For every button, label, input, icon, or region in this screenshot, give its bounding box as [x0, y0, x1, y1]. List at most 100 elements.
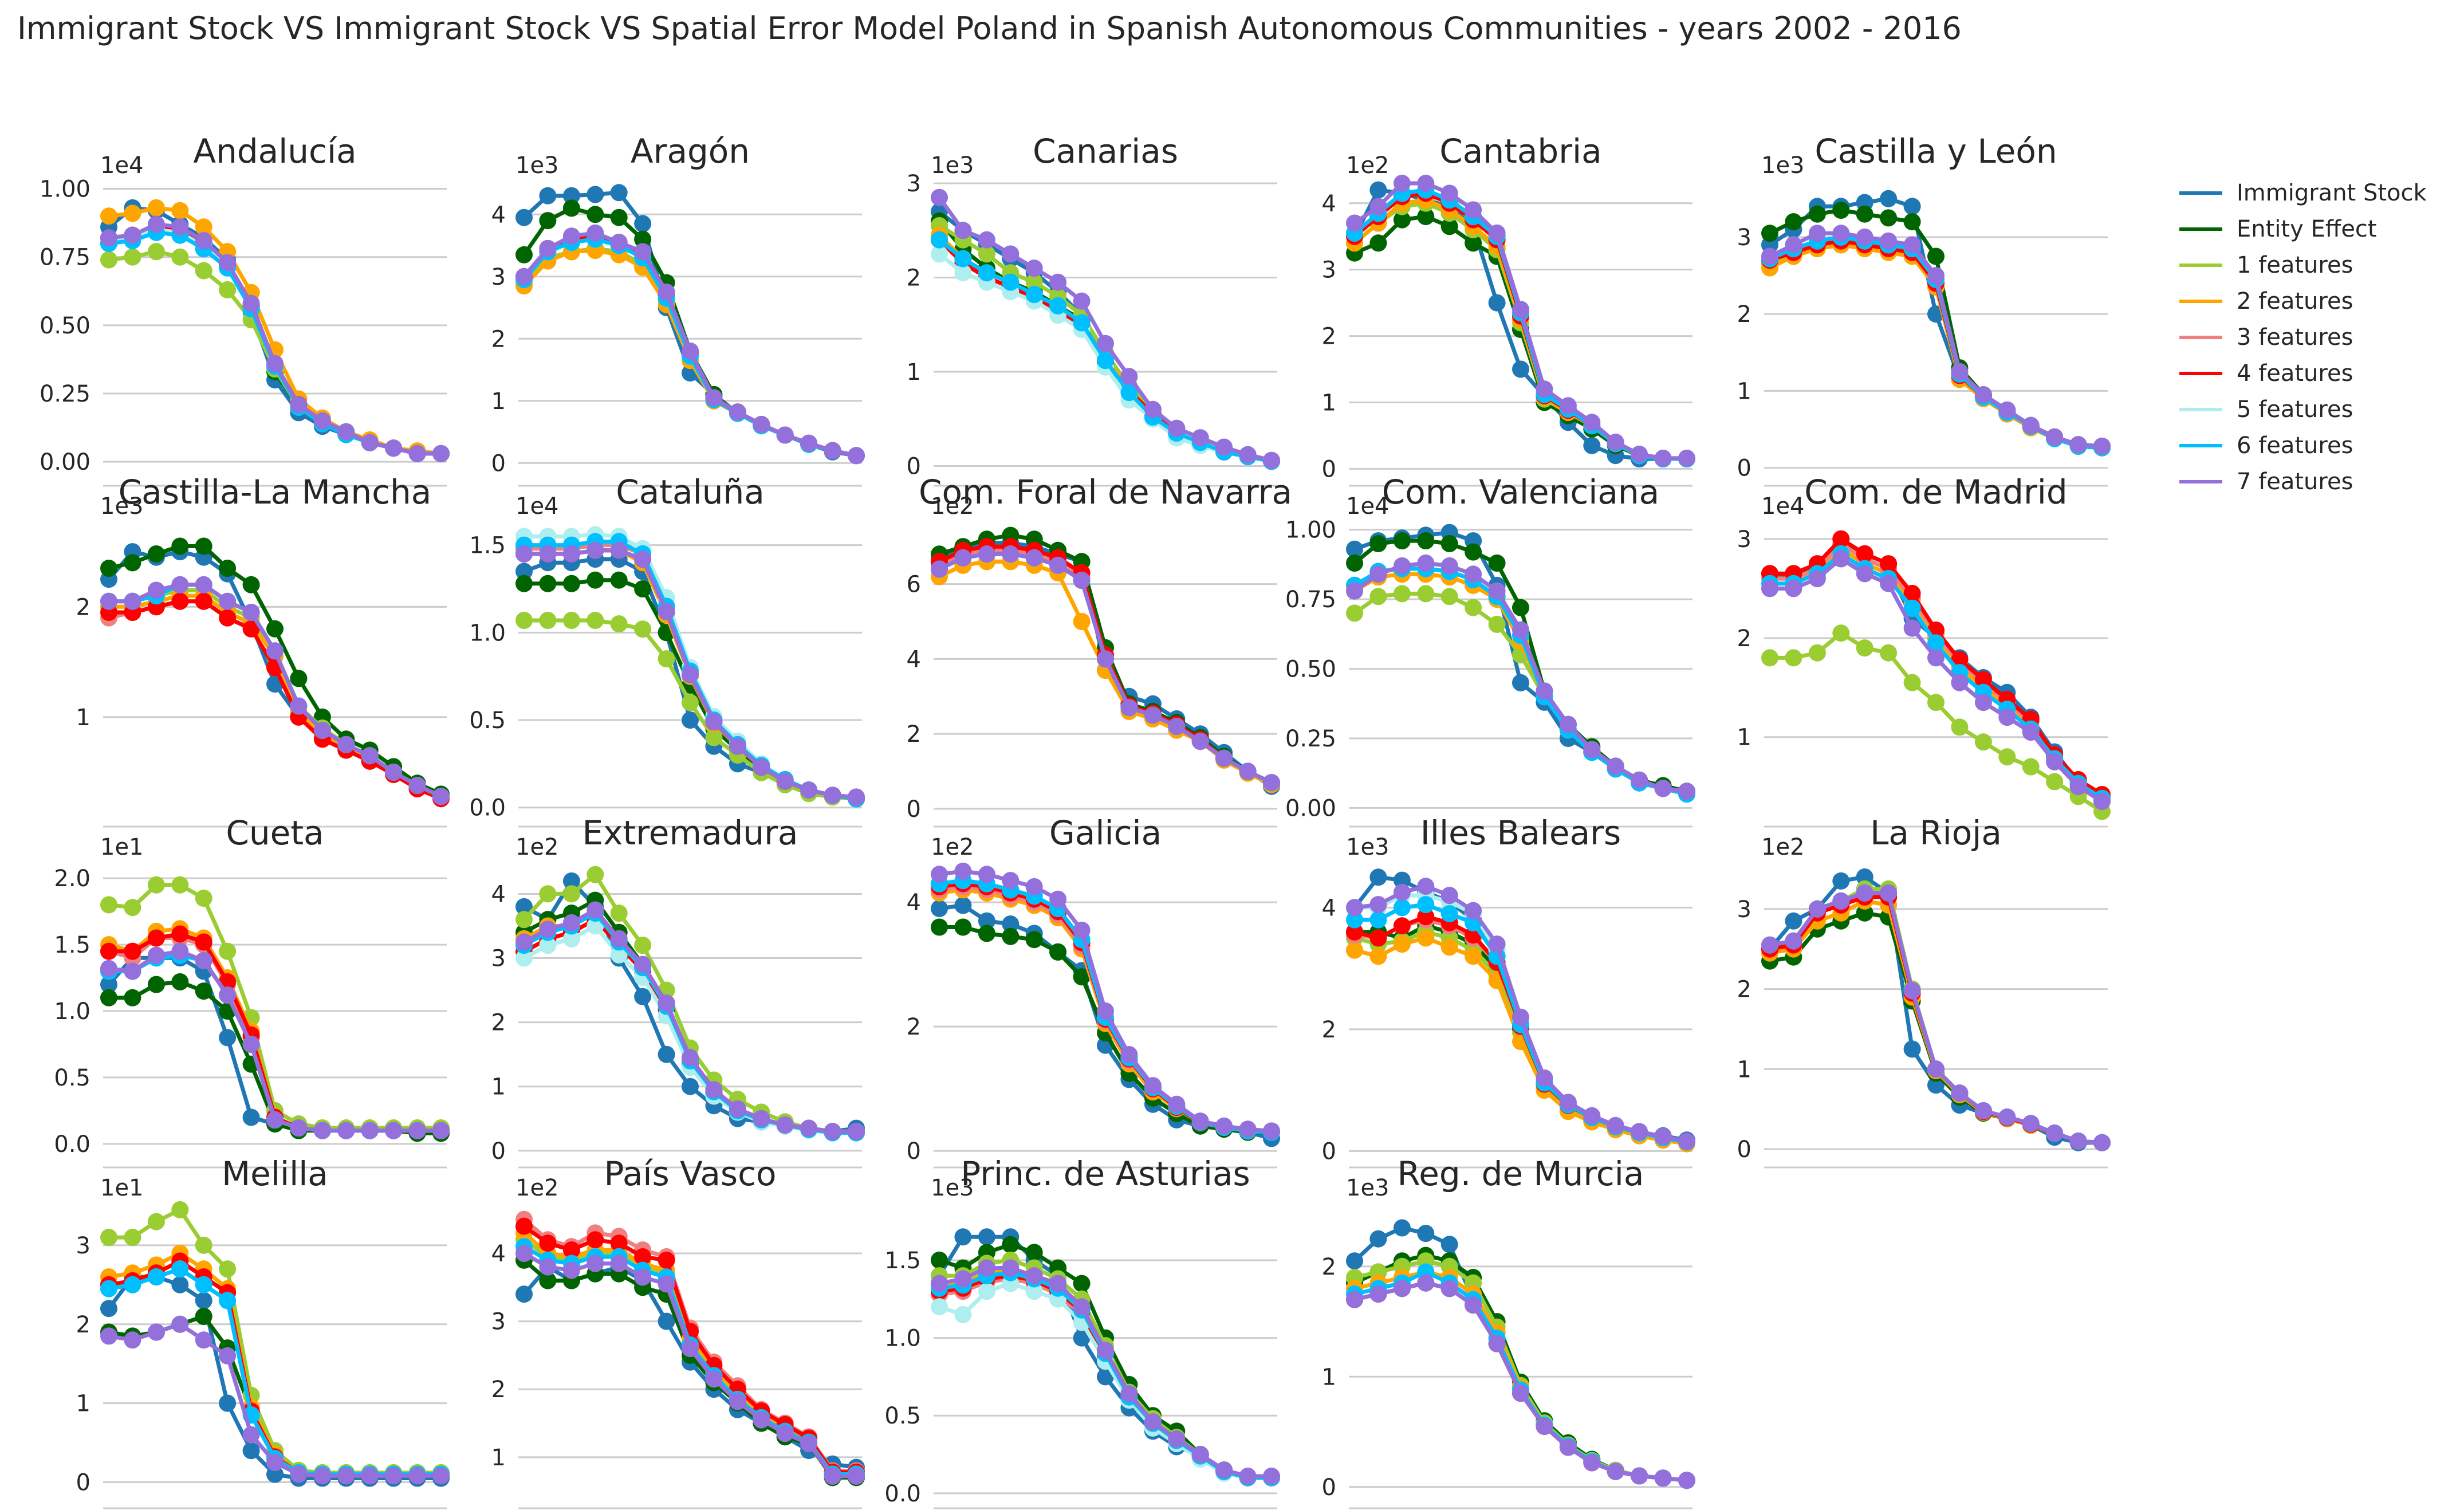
subplot-title: País Vasco: [604, 1154, 777, 1193]
data-point: [1856, 884, 1873, 902]
data-point: [1607, 757, 1624, 775]
y-tick-label: 3: [1737, 896, 1751, 923]
data-point: [1903, 236, 1921, 254]
data-point: [1465, 1296, 1482, 1314]
data-point: [385, 1122, 403, 1139]
data-point: [562, 1241, 580, 1259]
data-point: [219, 1347, 237, 1364]
data-point: [1144, 400, 1162, 418]
data-point: [1808, 570, 1826, 588]
data-point: [100, 1229, 117, 1246]
data-point: [539, 885, 557, 903]
data-point: [2069, 1132, 2087, 1150]
data-point: [1903, 599, 1921, 617]
data-point: [1559, 1094, 1577, 1111]
data-point: [1761, 225, 1778, 242]
data-point: [978, 1283, 995, 1300]
data-point: [124, 1229, 141, 1246]
data-point: [2022, 1115, 2040, 1132]
subplot-title: Extremadura: [582, 813, 798, 852]
subplot-andalucia: 0.00 0.25 0.50 0.75 1.00 1e4 Andalucía: [40, 132, 450, 487]
data-point: [1393, 871, 1411, 889]
data-point: [337, 423, 355, 441]
legend: Immigrant Stock Entity Effect 1 features 2 …: [2179, 180, 2427, 495]
y-tick-label: 2: [491, 1377, 506, 1403]
data-point: [1393, 557, 1411, 575]
data-point: [1369, 911, 1387, 929]
data-point: [1417, 208, 1435, 225]
y-tick-label: 2: [1322, 1017, 1336, 1043]
y-tick-label: 2: [76, 594, 90, 620]
data-point: [658, 1312, 675, 1330]
data-point: [124, 592, 141, 610]
data-point: [1832, 530, 1850, 548]
data-point: [219, 560, 237, 577]
data-point: [587, 1255, 604, 1272]
data-point: [705, 1081, 723, 1099]
subplot-title: Reg. de Murcia: [1398, 1154, 1644, 1193]
data-point: [1346, 899, 1363, 917]
data-point: [1393, 917, 1411, 935]
data-point: [1393, 1219, 1411, 1237]
data-point: [931, 245, 948, 263]
data-point: [1417, 532, 1435, 550]
data-point: [978, 545, 995, 563]
data-point: [1607, 1116, 1624, 1134]
data-point: [776, 1425, 794, 1442]
data-point: [1097, 335, 1114, 352]
y-tick-label: 0.5: [469, 707, 506, 734]
data-point: [1002, 1236, 1020, 1253]
data-point: [1880, 555, 1898, 573]
data-point: [1346, 540, 1363, 558]
axis-scale-label: 1e3: [100, 493, 144, 520]
data-point: [1678, 782, 1695, 800]
data-point: [361, 1467, 379, 1485]
data-point: [658, 283, 675, 301]
data-point: [1832, 550, 1850, 568]
y-tick-label: 1.5: [469, 533, 506, 559]
axis-scale-label: 1e2: [1761, 834, 1805, 860]
legend-label: 7 features: [2237, 469, 2353, 495]
subplot-castilla-y-leon: 0 1 2 3 1e3 Castilla y León: [1737, 132, 2111, 487]
series-1-features: [100, 1201, 450, 1481]
data-point: [954, 1270, 972, 1288]
data-point: [1417, 555, 1435, 572]
axis-scale-label: 1e3: [931, 1175, 974, 1201]
data-point: [1025, 1283, 1043, 1300]
data-point: [954, 896, 972, 914]
data-point: [753, 758, 770, 776]
legend-entry-3-features: 3 features: [2179, 324, 2353, 351]
data-point: [1631, 1467, 1648, 1485]
y-tick-label: 0.25: [1285, 726, 1336, 752]
data-point: [1215, 1461, 1233, 1479]
data-point: [1417, 1225, 1435, 1242]
axis-scale-label: 1e2: [1346, 152, 1390, 179]
data-point: [147, 929, 165, 947]
data-point: [587, 612, 604, 629]
data-point: [753, 416, 770, 433]
data-point: [539, 187, 557, 205]
data-point: [124, 899, 141, 917]
data-point: [1440, 887, 1458, 905]
data-point: [539, 545, 557, 563]
data-point: [195, 218, 212, 236]
data-point: [1049, 273, 1067, 291]
data-point: [587, 224, 604, 242]
data-point: [242, 1036, 260, 1053]
data-point: [931, 900, 948, 917]
data-point: [1393, 899, 1411, 917]
data-point: [1346, 604, 1363, 622]
y-tick-label: 3: [907, 171, 921, 197]
data-point: [562, 227, 580, 245]
y-tick-label: 1: [1737, 378, 1751, 404]
data-point: [2022, 416, 2040, 434]
data-point: [195, 262, 212, 280]
data-point: [1583, 1454, 1601, 1472]
data-point: [634, 550, 652, 568]
data-point: [1856, 904, 1873, 922]
axis-scale-label: 1e2: [515, 1175, 559, 1201]
data-point: [1785, 649, 1802, 667]
data-point: [1761, 580, 1778, 597]
data-point: [100, 229, 117, 247]
y-tick-label: 0: [907, 454, 921, 480]
